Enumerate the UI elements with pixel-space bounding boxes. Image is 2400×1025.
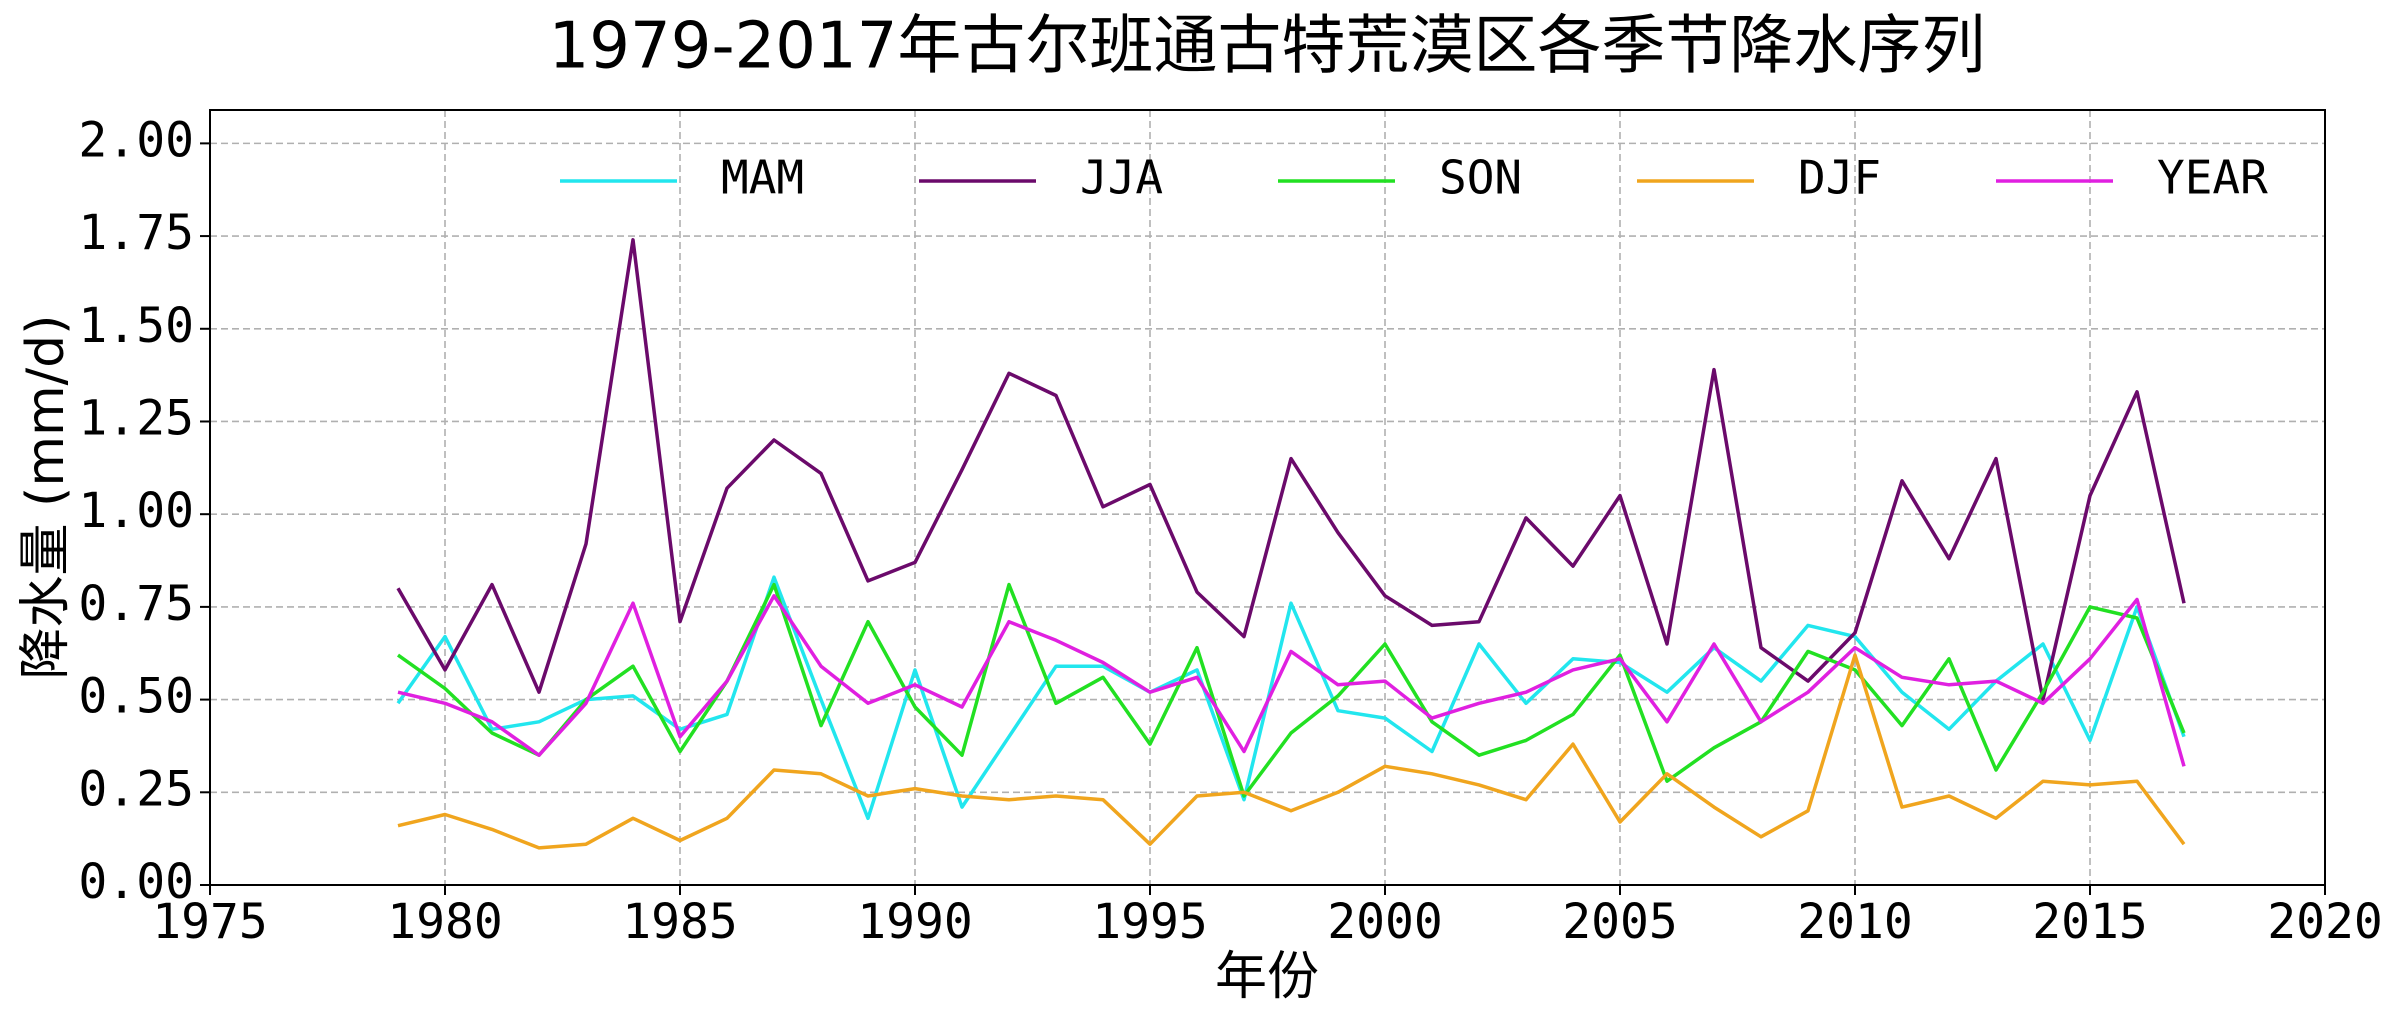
legend-label: MAM: [721, 151, 804, 205]
series-line: [396, 238, 2186, 702]
y-tick-label: 1.00: [78, 483, 194, 539]
series-line: [397, 594, 2186, 767]
x-tick-label: 1995: [1092, 894, 1208, 950]
legend-label: JJA: [1080, 151, 1163, 205]
y-tick-label: 2.00: [78, 112, 194, 168]
x-tick-label: 1990: [857, 894, 973, 950]
y-tick-label: 1.25: [78, 390, 194, 446]
chart-title: 1979-2017年古尔班通古特荒漠区各季节降水序列: [549, 10, 1986, 84]
x-axis-label: 年份: [1215, 947, 1319, 1007]
y-tick-label: 0.75: [78, 576, 194, 632]
y-tick-label: 1.75: [78, 205, 194, 261]
y-tick-label: 0.25: [78, 761, 194, 817]
y-tick-label: 0.00: [78, 854, 194, 910]
plot-frame: [209, 109, 2326, 886]
x-tick-label: 2020: [2267, 894, 2383, 950]
y-tick-label: 1.50: [78, 298, 194, 354]
legend-label: YEAR: [2157, 151, 2268, 205]
y-tick-label: 0.50: [78, 669, 194, 725]
series-line: [396, 582, 2186, 798]
x-tick-label: 1980: [387, 894, 503, 950]
x-tick-label: 2015: [2032, 894, 2148, 950]
x-tick-label: 2010: [1797, 894, 1913, 950]
x-tick-label: 1975: [152, 894, 268, 950]
series-line: [396, 575, 2186, 821]
x-tick-label: 1985: [622, 894, 738, 950]
legend-label: DJF: [1798, 151, 1881, 205]
y-axis-label: 降水量 (mm/d): [16, 315, 76, 680]
x-tick-label: 2005: [1562, 894, 1678, 950]
series-line: [397, 653, 2186, 850]
legend-label: SON: [1439, 151, 1522, 205]
x-tick-label: 2000: [1327, 894, 1443, 950]
